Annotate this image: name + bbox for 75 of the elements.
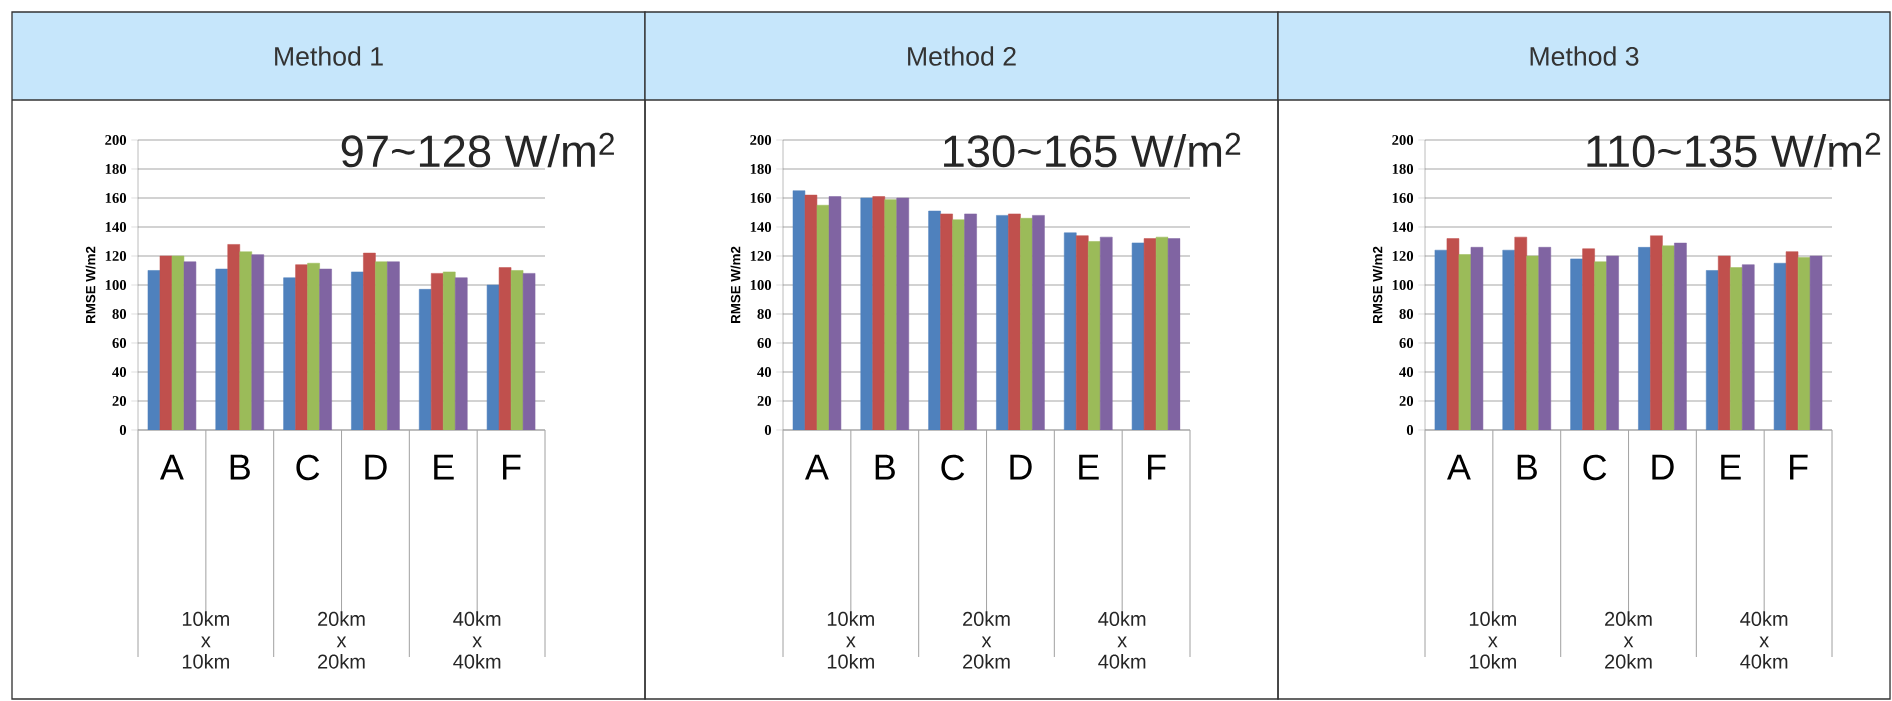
text: 20km x 20km [318,611,365,669]
y-tick-label: 160 [105,193,127,203]
y-tick-label: 200 [750,135,772,145]
y-tick-label: 120 [1392,251,1414,261]
x-tick-label: F [1148,454,1166,480]
y-tick-label: 20 [112,396,127,406]
y-tick-label: 200 [1392,135,1414,145]
x-tick-label: D [1010,454,1032,480]
x-tick-label: C [1583,454,1607,481]
y-tick-label: 80 [112,309,127,319]
chart-title: Method 3 [1530,46,1639,66]
x-tick-label: E [1079,454,1099,480]
chart-title: Method 1 [275,46,383,66]
y-tick-label: 0 [1406,425,1414,435]
x-tick-label: A [1446,454,1471,480]
x-tick-label: B [1517,454,1537,480]
y-tick-label: 20 [1399,396,1414,406]
y-tick-label: 80 [757,309,772,319]
y-tick-label: 160 [1392,193,1414,203]
bar [1167,238,1181,430]
y-tick-label: 140 [105,222,127,232]
y-tick-label: 180 [750,164,772,174]
y-tick-label: 120 [105,251,127,261]
x-tick-label: E [434,454,454,480]
y-tick-label: 0 [764,425,772,435]
y-tick-label: 140 [1392,222,1414,232]
y-tick-label: 100 [750,280,772,290]
bar [964,213,977,430]
x-tick-label: E [1721,454,1741,480]
text: 20km x 20km [1605,611,1652,669]
bar [1032,215,1045,430]
x-tick-label: F [1790,454,1808,480]
bar [1099,236,1113,430]
bar [828,196,842,430]
chart-title: Method 2 [908,46,1016,66]
x-tick-label: C [296,454,320,481]
text: 10km x 10km [827,611,874,669]
x-tick-label: B [230,454,250,480]
x-tick-label: F [503,454,521,480]
x-tick-label: A [804,454,829,480]
text: 20km x 20km [963,611,1010,669]
y-tick-label: 60 [1399,338,1414,348]
y-tick-label: 100 [1392,280,1414,290]
text: 10km x 10km [182,611,229,669]
y-axis-title: RMSE W/m2 [1372,246,1383,323]
y-tick-label: 140 [750,222,772,232]
y-tick-label: 100 [105,280,127,290]
annotation: 97~128 W/m$^{2}$ [341,132,614,168]
x-tick-label: D [365,454,387,480]
y-tick-label: 180 [1392,164,1414,174]
y-tick-label: 60 [757,338,772,348]
bar [896,197,910,430]
x-tick-label: C [941,454,965,481]
y-tick-label: 40 [757,367,772,377]
x-tick-label: D [1652,454,1674,480]
y-tick-label: 80 [1399,309,1414,319]
text: 40km x 40km [1740,611,1788,669]
annotation: 130~165 W/m$^{2}$ [944,132,1241,168]
y-axis-title: RMSE W/m2 [85,246,96,323]
x-tick-label: B [875,454,895,480]
y-tick-label: 0 [119,425,127,435]
y-tick-label: 40 [1399,367,1414,377]
text: 10km x 10km [1469,611,1516,669]
y-axis-title: RMSE W/m2 [730,246,741,323]
annotation: 110~135 W/m$^{2}$ [1587,132,1881,168]
y-tick-label: 40 [112,367,127,377]
y-tick-label: 180 [105,164,127,174]
y-tick-label: 160 [750,193,772,203]
text: 40km x 40km [453,611,501,669]
y-tick-label: 200 [105,135,127,145]
y-tick-label: 20 [757,396,772,406]
y-tick-label: 120 [750,251,772,261]
y-tick-label: 60 [112,338,127,348]
text: 40km x 40km [1098,611,1146,669]
x-tick-label: A [159,454,184,480]
